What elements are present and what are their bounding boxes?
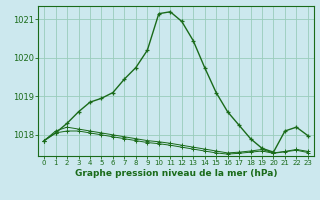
X-axis label: Graphe pression niveau de la mer (hPa): Graphe pression niveau de la mer (hPa) (75, 169, 277, 178)
